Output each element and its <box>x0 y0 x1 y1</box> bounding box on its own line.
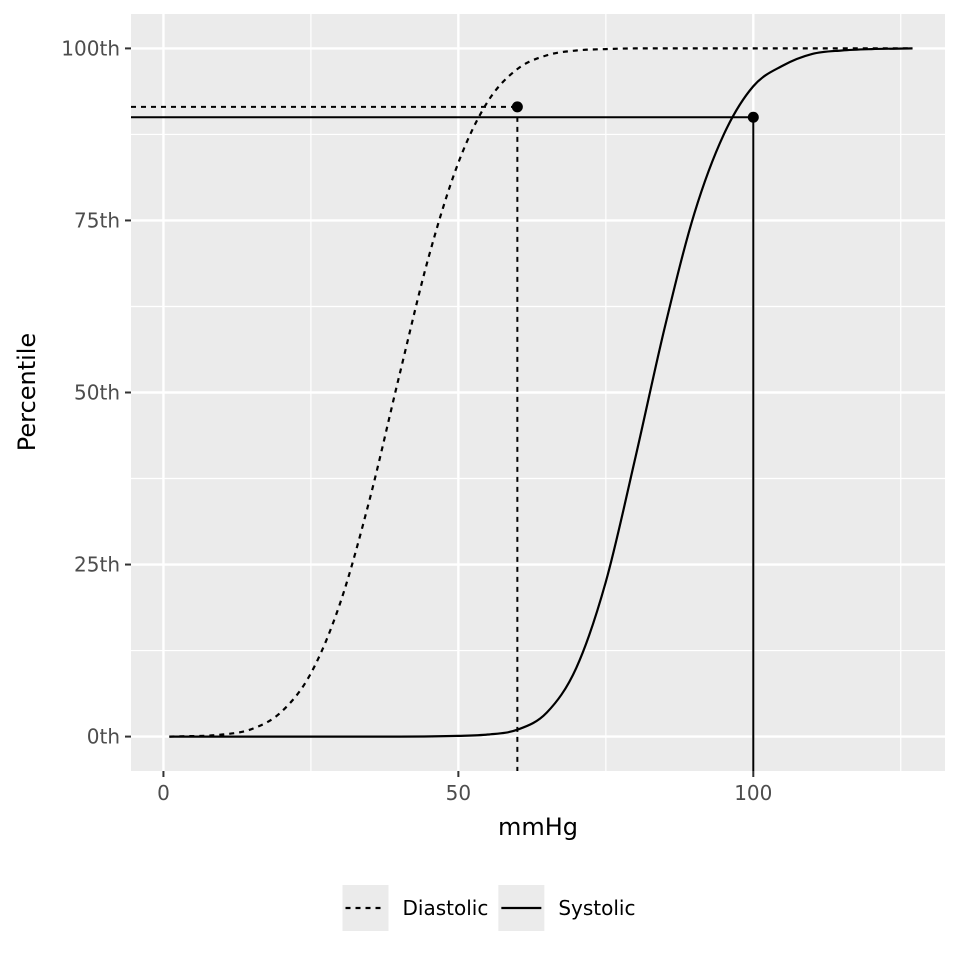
reference-point-diastolic <box>511 101 523 113</box>
x-tick-label: 50 <box>446 781 471 805</box>
series-lines <box>169 47 913 738</box>
x-tick-label: 100 <box>734 781 772 805</box>
x-axis-ticks: 0 50 100 <box>157 771 772 805</box>
y-tick-label: 100th <box>61 36 120 60</box>
legend-label-diastolic: Diastolic <box>403 896 489 920</box>
legend-label-systolic: Systolic <box>558 896 635 920</box>
series-line-systolic <box>169 47 913 738</box>
reference-points <box>511 101 759 123</box>
y-tick-label: 0th <box>87 725 120 749</box>
x-axis-title: mmHg <box>498 813 578 841</box>
y-tick-label: 25th <box>74 553 120 577</box>
reference-lines <box>131 105 755 771</box>
x-tick-label: 0 <box>157 781 170 805</box>
y-axis-title: Percentile <box>13 333 41 451</box>
y-axis-ticks: 0th 25th 50th 75th 100th <box>61 36 131 749</box>
y-tick-label: 75th <box>74 208 120 232</box>
legend: Diastolic Systolic <box>342 885 635 931</box>
y-tick-label: 50th <box>74 381 120 405</box>
reference-point-systolic <box>747 111 759 123</box>
